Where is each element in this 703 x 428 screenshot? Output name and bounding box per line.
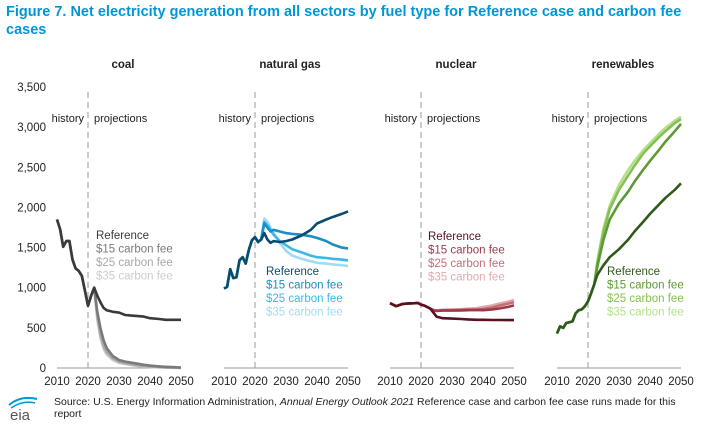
projections-label: projections bbox=[427, 113, 481, 125]
history-label: history bbox=[385, 113, 418, 125]
x-tick-label: 2040 bbox=[637, 376, 663, 388]
x-tick-label: 2020 bbox=[408, 376, 434, 388]
source-suffix: Reference case and carbon fee case runs … bbox=[54, 396, 676, 420]
series-label: $15 carbon fee bbox=[607, 280, 684, 292]
x-tick-label: 2020 bbox=[242, 376, 268, 388]
series-label: $15 carbon fee bbox=[96, 244, 173, 256]
panel-title: nuclear bbox=[436, 59, 477, 71]
source-italic: Annual Energy Outlook 2021 bbox=[279, 396, 415, 408]
x-tick-label: 2050 bbox=[501, 376, 527, 388]
y-tick-label: 500 bbox=[27, 323, 46, 335]
x-tick-label: 2030 bbox=[606, 376, 632, 388]
x-tick-label: 2050 bbox=[168, 376, 194, 388]
series-label: $15 carbon fee bbox=[428, 245, 505, 257]
y-tick-label: 3,000 bbox=[17, 122, 46, 134]
series-label: Reference bbox=[266, 266, 319, 278]
series-label: $15 carbon fee bbox=[266, 280, 343, 292]
projections-label: projections bbox=[261, 113, 315, 125]
y-tick-label: 2,000 bbox=[17, 202, 46, 214]
panel-title: coal bbox=[111, 59, 134, 71]
series-label: $25 carbon fee bbox=[428, 258, 505, 270]
x-tick-label: 2010 bbox=[211, 376, 237, 388]
series-label: $35 carbon fee bbox=[96, 271, 173, 283]
source-prefix: Source: U.S. Energy Information Administ… bbox=[54, 396, 280, 408]
x-tick-label: 2040 bbox=[470, 376, 496, 388]
x-tick-label: 2020 bbox=[75, 376, 101, 388]
series-line bbox=[223, 217, 349, 290]
y-tick-label: 2,500 bbox=[17, 162, 46, 174]
history-label: history bbox=[219, 113, 252, 125]
series-line bbox=[223, 210, 349, 290]
x-tick-label: 2030 bbox=[439, 376, 465, 388]
panel-title: natural gas bbox=[259, 59, 320, 71]
projections-label: projections bbox=[94, 113, 148, 125]
projections-label: projections bbox=[594, 113, 648, 125]
series-label: Reference bbox=[96, 230, 149, 242]
source-note: Source: U.S. Energy Information Administ… bbox=[54, 396, 694, 420]
history-label: history bbox=[552, 113, 585, 125]
y-tick-label: 0 bbox=[40, 363, 46, 375]
series-label: $35 carbon fee bbox=[428, 272, 505, 284]
svg-text:eia: eia bbox=[10, 407, 31, 423]
y-tick-label: 1,500 bbox=[17, 243, 46, 255]
y-tick-label: 3,500 bbox=[17, 82, 46, 94]
x-tick-label: 2010 bbox=[377, 376, 403, 388]
series-label: $35 carbon fee bbox=[607, 307, 684, 319]
x-tick-label: 2030 bbox=[273, 376, 299, 388]
series-label: $25 carbon fee bbox=[266, 293, 343, 305]
x-tick-label: 2040 bbox=[137, 376, 163, 388]
series-label: $25 carbon fee bbox=[607, 293, 684, 305]
series-label: Reference bbox=[428, 231, 481, 243]
series-label: $35 carbon fee bbox=[266, 307, 343, 319]
y-tick-label: 1,000 bbox=[17, 283, 46, 295]
x-tick-label: 2010 bbox=[44, 376, 70, 388]
x-tick-label: 2030 bbox=[106, 376, 132, 388]
x-tick-label: 2010 bbox=[544, 376, 570, 388]
x-tick-label: 2020 bbox=[575, 376, 601, 388]
figure-title: Figure 7. Net electricity generation fro… bbox=[6, 4, 682, 38]
series-line bbox=[389, 301, 514, 322]
x-tick-label: 2050 bbox=[335, 376, 361, 388]
x-tick-label: 2050 bbox=[668, 376, 694, 388]
eia-logo: eia bbox=[7, 395, 47, 424]
history-label: history bbox=[52, 113, 85, 125]
panel-title: renewables bbox=[592, 59, 655, 71]
series-label: Reference bbox=[607, 266, 660, 278]
series-line bbox=[55, 219, 181, 322]
series-label: $25 carbon fee bbox=[96, 257, 173, 269]
series-line bbox=[555, 182, 682, 335]
x-tick-label: 2040 bbox=[304, 376, 330, 388]
